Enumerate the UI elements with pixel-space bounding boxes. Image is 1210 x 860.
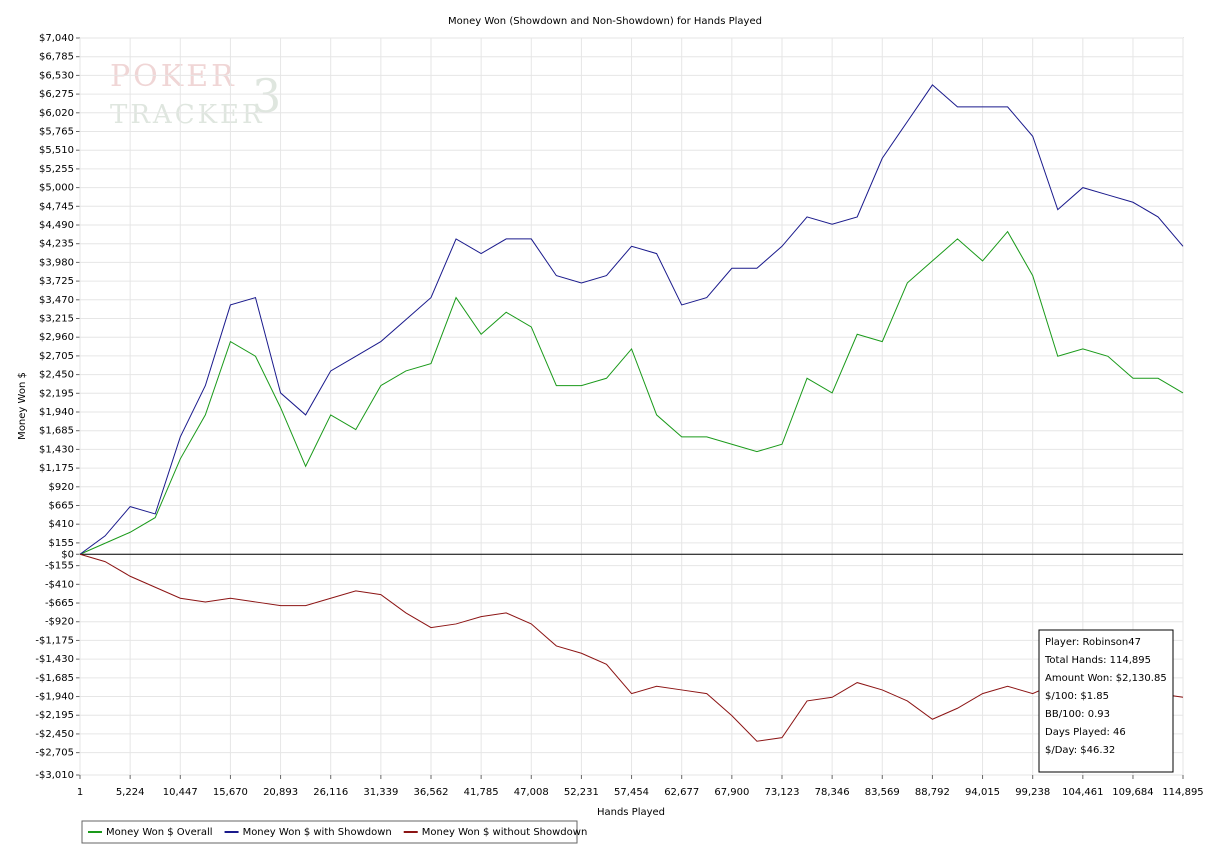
x-tick-label: 114,895 — [1162, 787, 1203, 798]
chart-title: Money Won (Showdown and Non-Showdown) fo… — [448, 16, 762, 27]
x-tick-label: 10,447 — [163, 787, 198, 798]
y-tick-label: $1,685 — [39, 426, 74, 437]
x-tick-label: 52,231 — [564, 787, 599, 798]
y-tick-label: $4,490 — [39, 220, 74, 231]
x-tick-label: 109,684 — [1112, 787, 1153, 798]
y-tick-label: $4,235 — [39, 239, 74, 250]
x-tick-label: 78,346 — [815, 787, 850, 798]
y-tick-label: -$410 — [45, 579, 74, 590]
x-tick-label: 20,893 — [263, 787, 298, 798]
y-tick-label: -$665 — [45, 598, 74, 609]
legend-label: Money Won $ Overall — [106, 827, 213, 838]
legend-box — [81, 820, 578, 844]
legend-label: Money Won $ with Showdown — [243, 827, 392, 838]
y-tick-label: $1,430 — [39, 444, 74, 455]
x-tick-label: 99,238 — [1015, 787, 1050, 798]
y-tick-label: $665 — [49, 501, 74, 512]
y-tick-label: $2,450 — [39, 370, 74, 381]
y-tick-label: -$2,450 — [35, 729, 74, 740]
x-tick-label: 83,569 — [865, 787, 900, 798]
y-axis-title: Money Won $ — [17, 372, 28, 440]
info-text: Days Played: 46 — [1045, 727, 1126, 738]
info-box — [1038, 629, 1174, 773]
y-tick-label: $6,275 — [39, 89, 74, 100]
info-text: $/100: $1.85 — [1045, 691, 1109, 702]
watermark: 3 — [252, 69, 284, 123]
y-tick-label: $4,745 — [39, 201, 74, 212]
y-tick-label: -$3,010 — [35, 770, 74, 781]
y-tick-label: $2,705 — [39, 351, 74, 362]
x-tick-label: 41,785 — [464, 787, 499, 798]
info-text: Amount Won: $2,130.85 — [1045, 673, 1167, 684]
y-tick-label: $1,940 — [39, 407, 74, 418]
y-tick-label: -$2,705 — [35, 748, 74, 759]
x-tick-label: 47,008 — [514, 787, 549, 798]
x-tick-label: 62,677 — [664, 787, 699, 798]
y-tick-label: $155 — [49, 538, 74, 549]
series-line — [79, 230, 1184, 555]
y-tick-label: -$1,175 — [35, 635, 74, 646]
y-tick-label: $3,725 — [39, 276, 74, 287]
x-tick-label: 104,461 — [1062, 787, 1103, 798]
y-tick-label: $410 — [49, 519, 74, 530]
y-tick-label: $3,980 — [39, 257, 74, 268]
y-tick-label: -$1,685 — [35, 673, 74, 684]
series-line — [79, 84, 1184, 555]
y-tick-label: $7,040 — [39, 33, 74, 44]
x-tick-label: 26,116 — [313, 787, 348, 798]
y-tick-label: $5,765 — [39, 127, 74, 138]
y-tick-label: -$1,430 — [35, 654, 74, 665]
x-tick-label: 5,224 — [116, 787, 145, 798]
y-tick-label: -$1,940 — [35, 692, 74, 703]
watermark: POKER — [110, 59, 237, 94]
x-tick-label: 36,562 — [413, 787, 448, 798]
y-tick-label: -$920 — [45, 617, 74, 628]
y-tick-label: $6,020 — [39, 108, 74, 119]
y-tick-label: -$155 — [45, 561, 74, 572]
info-text: Player: Robinson47 — [1045, 637, 1141, 648]
watermark: TRACKER — [110, 100, 265, 130]
y-tick-label: $920 — [49, 482, 74, 493]
y-tick-label: $2,195 — [39, 388, 74, 399]
info-text: BB/100: 0.93 — [1045, 709, 1110, 720]
x-tick-label: 1 — [77, 787, 83, 798]
x-tick-label: 57,454 — [614, 787, 649, 798]
y-tick-label: $5,510 — [39, 145, 74, 156]
y-tick-label: $3,470 — [39, 295, 74, 306]
legend: Money Won $ Overall Money Won $ with Show… — [81, 820, 588, 844]
x-axis-title: Hands Played — [597, 807, 665, 818]
y-tick-label: $5,000 — [39, 183, 74, 194]
y-tick-label: $0 — [61, 549, 74, 560]
x-tick-label: 94,015 — [965, 787, 1000, 798]
y-tick-label: -$2,195 — [35, 710, 74, 721]
x-tick-label: 15,670 — [213, 787, 248, 798]
x-tick-label: 31,339 — [363, 787, 398, 798]
info-text: $/Day: $46.32 — [1045, 745, 1115, 756]
y-tick-label: $5,255 — [39, 164, 74, 175]
legend-label: Money Won $ without Showdown — [422, 827, 588, 838]
y-tick-label: $2,960 — [39, 332, 74, 343]
x-tick-label: 88,792 — [915, 787, 950, 798]
y-tick-label: $6,530 — [39, 70, 74, 81]
series-line — [79, 553, 1184, 742]
y-tick-label: $1,175 — [39, 463, 74, 474]
x-tick-label: 73,123 — [764, 787, 799, 798]
y-tick-label: $3,215 — [39, 314, 74, 325]
x-tick-label: 67,900 — [714, 787, 749, 798]
info-text: Total Hands: 114,895 — [1044, 655, 1151, 666]
y-tick-label: $6,785 — [39, 52, 74, 63]
